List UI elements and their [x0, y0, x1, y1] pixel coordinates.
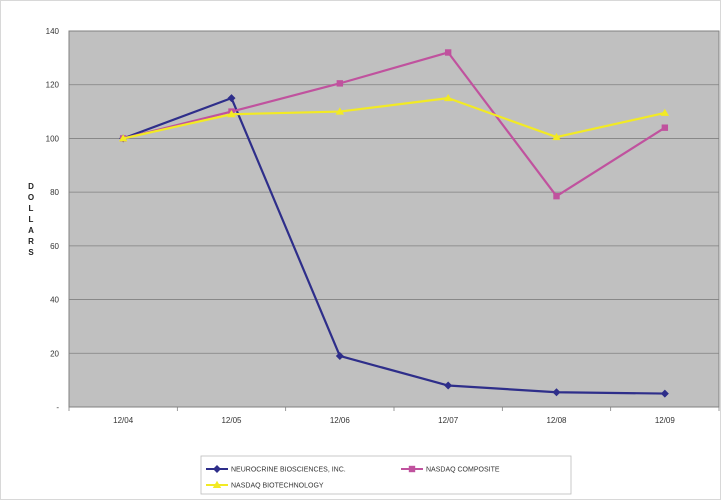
- y-tick-label: 80: [50, 188, 59, 197]
- y-tick-label: 140: [46, 27, 60, 36]
- data-point: [662, 124, 668, 130]
- x-tick-label: 12/04: [113, 416, 134, 425]
- x-tick-label: 12/07: [438, 416, 459, 425]
- x-tick-label: 12/05: [221, 416, 242, 425]
- x-tick-label: 12/08: [546, 416, 567, 425]
- legend-label: NASDAQ BIOTECHNOLOGY: [231, 483, 324, 490]
- y-axis-ticks: - 20 40 60 80 100 120 140: [46, 27, 60, 412]
- plot-area: [69, 31, 719, 407]
- data-point: [445, 49, 451, 55]
- legend-label: NASDAQ COMPOSITE: [426, 467, 500, 474]
- legend-label: NEUROCRINE BIOSCIENCES, INC.: [231, 467, 346, 474]
- legend-marker: [409, 466, 415, 472]
- y-tick-label: 40: [50, 296, 59, 305]
- x-tick-label: 12/09: [655, 416, 676, 425]
- x-axis-ticks: 12/04 12/05 12/06 12/07 12/08 12/09: [69, 407, 719, 425]
- y-tick-label: 120: [46, 81, 60, 90]
- y-tick-label: 60: [50, 242, 59, 251]
- data-point: [553, 193, 559, 199]
- y-tick-label: -: [56, 403, 59, 412]
- x-tick-label: 12/06: [330, 416, 351, 425]
- data-point: [337, 80, 343, 86]
- y-tick-label: 100: [46, 134, 60, 143]
- y-tick-label: 20: [50, 349, 59, 358]
